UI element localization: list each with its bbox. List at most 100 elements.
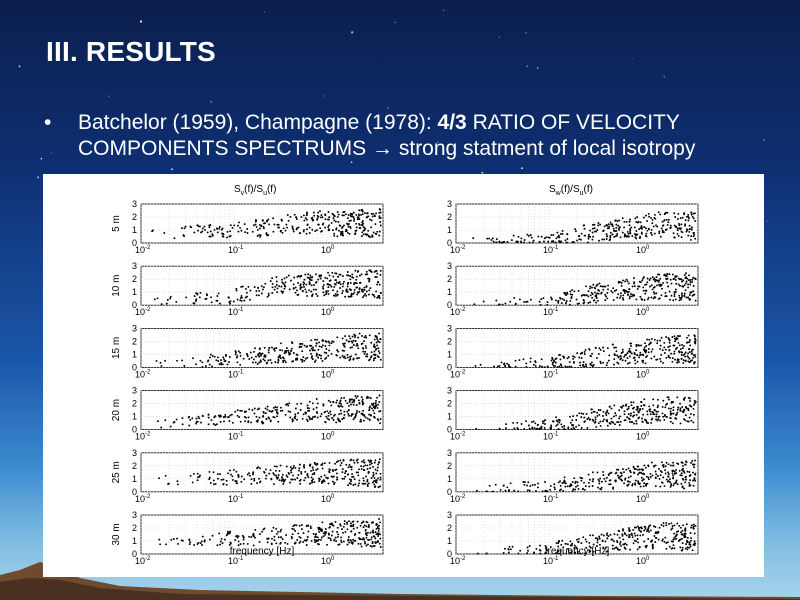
data-point — [675, 417, 678, 420]
data-point — [260, 224, 263, 227]
data-point — [690, 461, 692, 464]
data-point — [687, 234, 690, 237]
data-point — [680, 531, 682, 534]
data-point — [692, 356, 695, 359]
data-point — [680, 353, 683, 356]
data-point — [273, 288, 276, 291]
data-point — [683, 396, 686, 399]
data-point — [294, 415, 297, 418]
data-point — [199, 291, 202, 294]
data-point — [582, 299, 585, 301]
data-point — [648, 408, 651, 411]
data-point — [341, 468, 344, 471]
data-point — [217, 477, 219, 480]
data-point — [310, 356, 313, 359]
data-point — [649, 413, 652, 416]
data-point — [684, 414, 687, 417]
data-point — [236, 298, 239, 301]
data-point — [258, 361, 261, 364]
column-title: Sv(f)/Su(f) — [234, 184, 276, 197]
data-point — [650, 232, 652, 234]
data-point — [546, 490, 549, 493]
data-point — [665, 521, 668, 524]
data-point — [656, 398, 659, 401]
data-point — [197, 541, 200, 544]
data-point — [239, 363, 242, 366]
data-point — [646, 528, 649, 531]
data-point — [338, 413, 341, 416]
data-point — [277, 226, 280, 229]
data-point — [287, 410, 290, 413]
data-point — [315, 293, 318, 295]
data-point — [625, 404, 627, 407]
star — [767, 220, 769, 222]
data-point — [253, 286, 256, 289]
data-point — [355, 396, 358, 399]
data-point — [228, 420, 231, 422]
data-point — [672, 538, 675, 541]
data-point — [211, 534, 214, 537]
data-point — [379, 221, 382, 223]
data-point — [536, 486, 539, 489]
data-point — [347, 484, 350, 487]
data-point — [252, 471, 255, 474]
data-point — [676, 218, 679, 220]
star — [498, 36, 500, 38]
data-point — [573, 477, 576, 480]
data-point — [625, 290, 628, 293]
data-point — [306, 474, 309, 477]
data-point — [267, 349, 270, 352]
data-point — [607, 223, 610, 226]
data-point — [286, 214, 289, 216]
data-point — [572, 355, 574, 358]
data-point — [694, 337, 697, 340]
data-point — [370, 212, 373, 215]
data-point — [673, 295, 676, 298]
data-point — [250, 482, 253, 485]
data-point — [265, 233, 268, 236]
data-point — [668, 273, 671, 276]
x-tick-label: 10-2 — [450, 494, 466, 504]
data-point — [623, 410, 626, 413]
data-point — [630, 342, 633, 345]
data-point — [687, 409, 690, 412]
data-point — [258, 533, 261, 536]
data-point — [619, 420, 622, 423]
data-point — [379, 537, 382, 540]
data-point — [257, 354, 259, 357]
data-point — [643, 529, 646, 532]
data-point — [236, 361, 239, 364]
data-point — [361, 219, 364, 222]
x-tick-label: 10-1 — [543, 245, 559, 255]
data-point — [679, 422, 682, 425]
data-point — [592, 420, 595, 422]
data-point — [679, 538, 682, 541]
data-point — [619, 236, 622, 239]
data-point — [347, 408, 350, 411]
data-point — [323, 474, 326, 477]
data-point — [350, 295, 353, 298]
data-point — [375, 212, 378, 215]
data-point — [659, 344, 662, 347]
data-point — [687, 360, 690, 363]
data-point — [275, 284, 278, 286]
data-point — [379, 211, 382, 214]
data-point — [598, 535, 601, 538]
data-point — [282, 482, 285, 485]
data-point — [542, 422, 545, 425]
data-point — [576, 550, 579, 553]
data-point — [616, 354, 619, 357]
data-point — [343, 280, 345, 283]
data-point — [614, 423, 616, 426]
data-point — [520, 237, 523, 240]
data-point — [370, 355, 373, 358]
data-point — [215, 359, 218, 362]
data-point — [316, 218, 319, 221]
data-point — [633, 406, 635, 409]
x-tick-label: 10-2 — [135, 432, 151, 442]
data-point — [375, 341, 378, 344]
data-point — [612, 421, 615, 424]
data-point — [315, 535, 318, 538]
data-point — [286, 226, 289, 229]
data-point — [637, 285, 640, 288]
